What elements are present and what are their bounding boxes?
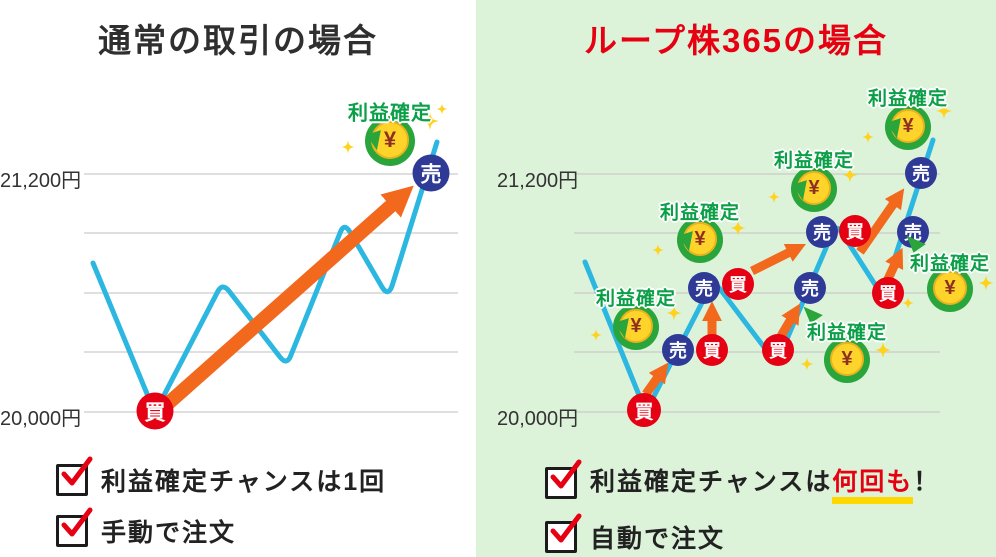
sparkle-icon (730, 220, 746, 236)
buy-marker: 買 (872, 277, 904, 309)
right-price-line (582, 137, 936, 408)
checklist-row: 手動で注文 (56, 507, 386, 549)
buy-marker: 買 (696, 334, 728, 366)
profit-label-text: 利益確定 (867, 88, 949, 110)
sparkle-icon (652, 244, 664, 256)
speech-bubble: ¥ (677, 217, 723, 263)
checklist-row: 利益確定チャンスは1回 (56, 456, 387, 498)
buy-marker: 買 (839, 215, 871, 247)
buy-marker: 買 (762, 334, 794, 366)
speech-bubble: ¥ (613, 304, 659, 350)
profit-label-text: 利益確定 (773, 150, 855, 172)
profit-label-text: 利益確定 (595, 288, 677, 310)
arrow-buy1-sell1 (642, 362, 669, 397)
sparkle-icon (421, 112, 439, 130)
yen-coin-icon: ¥ (683, 222, 717, 256)
sparkle-icon (590, 329, 602, 341)
checklist-row: 自動で注文 (545, 513, 940, 555)
sparkle-icon (842, 167, 858, 183)
checkbox-checked-icon (56, 456, 93, 496)
yen-coin-icon: ¥ (797, 171, 831, 205)
trade-arrows (158, 185, 905, 414)
arrow-buy6-sell5 (883, 247, 904, 281)
sparkle-icon (768, 191, 780, 203)
checkbox-checked-icon (545, 513, 582, 553)
speech-bubble: ¥ (365, 116, 415, 166)
buy-marker: 買 (722, 268, 754, 300)
buy-marker: 買 (136, 392, 174, 430)
profit-label-text: 利益確定 (659, 202, 741, 224)
right-y-label-bottom: 20,000円 (497, 408, 579, 430)
profit-label-text: 利益確定 (909, 253, 991, 275)
yen-coin-icon: ¥ (619, 309, 653, 343)
speech-bubble: ¥ (791, 166, 837, 212)
sell-marker: 売 (905, 157, 937, 189)
checkbox-checked-icon (56, 507, 93, 547)
yen-coin-icon: ¥ (891, 109, 925, 143)
checklist-highlight: 何回も (832, 468, 914, 504)
right-panel-title: ループ株365の場合 (583, 22, 889, 59)
checklist-text: 自動で注文 (590, 524, 726, 553)
sparkle-icon (666, 305, 682, 321)
checklist-text: 手動で注文 (101, 519, 237, 547)
sell-marker: 売 (412, 154, 450, 192)
sparkle-icon (436, 103, 448, 115)
checkbox-checked-icon (545, 459, 582, 499)
yen-coin-icon: ¥ (830, 342, 864, 376)
sell-marker: 売 (662, 334, 694, 366)
sparkle-icon (800, 357, 814, 371)
sparkle-icon (902, 297, 914, 309)
yen-coin-icon: ¥ (371, 121, 409, 159)
left-panel-title: 通常の取引の場合 (98, 22, 378, 59)
right-y-label-top: 21,200円 (497, 170, 579, 192)
profit-label-text: 利益確定 (348, 102, 432, 125)
speech-bubble: ¥ (800, 300, 870, 383)
right-checklist: 利益確定チャンスは何回も！ 自動で注文 (545, 459, 940, 557)
arrow-buy3-sell4 (749, 244, 806, 276)
sell-marker: 売 (897, 216, 929, 248)
sparkle-icon (341, 140, 355, 154)
left-y-label-bottom: 20,000円 (0, 408, 82, 430)
checklist-row: 利益確定チャンスは何回も！ (545, 459, 940, 504)
sell-marker: 売 (688, 272, 720, 304)
left-gridlines (84, 173, 458, 413)
profit-label-text: 利益確定 (806, 322, 888, 344)
checklist-text: 利益確定チャンスは何回も！ (590, 462, 940, 504)
speech-bubble: ¥ (903, 229, 973, 312)
checklist-text-prefix: 利益確定チャンスは (590, 468, 833, 496)
sell-marker: 売 (794, 272, 826, 304)
checklist-text: 利益確定チャンスは1回 (101, 468, 387, 496)
arrow-buy5-sell6 (856, 188, 905, 255)
sparkle-icon (862, 131, 874, 143)
yen-coin-icon: ¥ (933, 271, 967, 305)
left-big-arrow (158, 185, 414, 414)
left-checklist: 利益確定チャンスは1回 手動で注文 (56, 456, 387, 557)
left-y-label-top: 21,200円 (0, 170, 82, 192)
arrow-buy4-sell3 (777, 303, 801, 339)
sparkle-icon (978, 275, 994, 291)
sparkle-icon (936, 103, 952, 119)
speech-bubble: ¥ (885, 104, 931, 150)
sparkle-icon (875, 342, 891, 358)
left-price-line (90, 139, 440, 409)
buy-marker: 買 (627, 393, 661, 427)
sell-marker: 売 (806, 216, 838, 248)
checklist-text-suffix: ！ (913, 468, 941, 496)
